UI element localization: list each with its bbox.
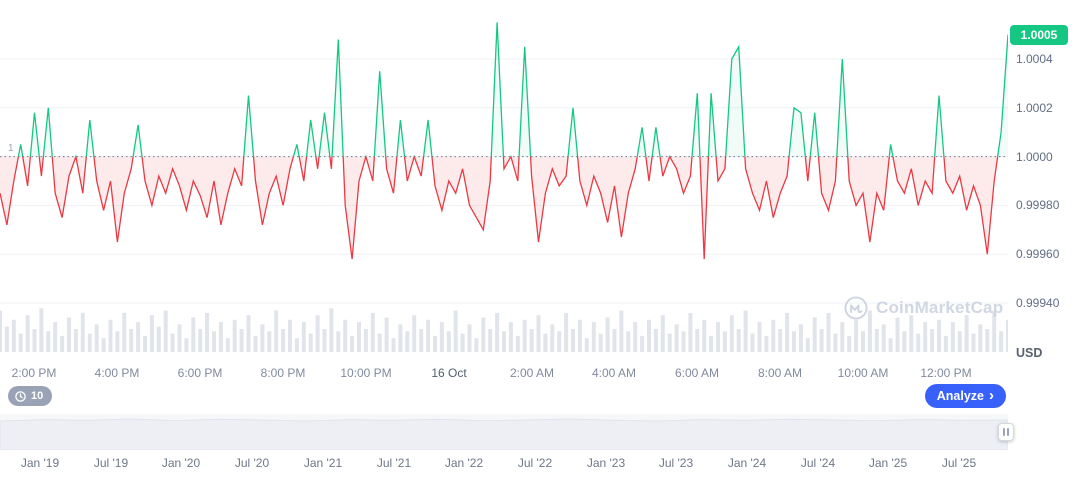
time-axis-label: 10:00 AM <box>837 366 889 380</box>
history-clock-icon <box>15 390 26 402</box>
coinmarketcap-logo-icon <box>844 296 868 320</box>
navigator-label: Jul '22 <box>517 456 553 470</box>
range-handle[interactable] <box>998 423 1014 441</box>
coinmarketcap-watermark: CoinMarketCap <box>843 295 1003 321</box>
history-badge-count: 10 <box>31 390 44 402</box>
price-axis-label: 1.0000 <box>1016 150 1053 164</box>
navigator-axis: Jan '19 Jul '19 Jan '20 Jul '20 Jan '21 … <box>0 456 1072 476</box>
navigator-label: Jan '21 <box>303 456 343 470</box>
navigator-label: Jul '24 <box>800 456 836 470</box>
navigator-label: Jul '25 <box>941 456 977 470</box>
price-axis-label: 0.99940 <box>1016 296 1060 310</box>
baseline-origin-label: 1 <box>8 143 14 154</box>
time-axis: 2:00 PM 4:00 PM 6:00 PM 8:00 PM 10:00 PM… <box>0 360 1008 384</box>
analyze-button-label: Analyze <box>936 389 984 403</box>
price-axis-label: 1.0004 <box>1016 52 1053 66</box>
time-axis-label: 8:00 AM <box>757 366 803 380</box>
time-axis-label: 10:00 PM <box>340 366 392 380</box>
chart-controls-row: 10 Analyze › <box>0 384 1072 412</box>
price-line-chart <box>0 22 1008 352</box>
time-axis-label: 2:00 AM <box>509 366 555 380</box>
price-axis-label: 0.99960 <box>1016 247 1060 261</box>
navigator-label: Jan '23 <box>586 456 626 470</box>
price-axis-label: 1.0002 <box>1016 101 1053 115</box>
time-axis-label: 4:00 PM <box>94 366 140 380</box>
navigator-label: Jan '25 <box>868 456 908 470</box>
time-axis-label: 6:00 PM <box>177 366 223 380</box>
time-axis-label: 4:00 AM <box>591 366 637 380</box>
price-chart-plot[interactable]: 1 CoinMarketCap <box>0 0 1008 360</box>
navigator-label: Jul '20 <box>234 456 270 470</box>
time-axis-label: 2:00 PM <box>11 366 57 380</box>
analyze-button[interactable]: Analyze › <box>924 384 1006 408</box>
chevron-right-icon: › <box>989 387 994 404</box>
navigator-sparkline <box>0 418 1008 450</box>
price-axis-label: 0.99980 <box>1016 198 1060 212</box>
navigator-label: Jan '19 <box>20 456 60 470</box>
price-axis-unit: USD <box>1016 346 1043 360</box>
time-axis-label: 6:00 AM <box>674 366 720 380</box>
watermark-text: CoinMarketCap <box>876 298 1004 317</box>
current-price-badge: 1.0005 <box>1010 25 1068 45</box>
navigator-label: Jan '24 <box>727 456 767 470</box>
time-axis-label: 12:00 PM <box>920 366 972 380</box>
history-badge[interactable]: 10 <box>8 386 53 406</box>
navigator-label: Jul '19 <box>93 456 129 470</box>
time-axis-label: 8:00 PM <box>260 366 306 380</box>
navigator-label: Jan '22 <box>444 456 484 470</box>
time-axis-label-date: 16 Oct <box>431 366 467 380</box>
navigator-label: Jan '20 <box>161 456 201 470</box>
price-axis: 1.0005 1.0004 1.0002 1.0000 0.99980 0.99… <box>1008 0 1072 360</box>
date-range-navigator[interactable] <box>0 414 1014 450</box>
navigator-label: Jul '23 <box>658 456 694 470</box>
navigator-label: Jul '21 <box>376 456 412 470</box>
